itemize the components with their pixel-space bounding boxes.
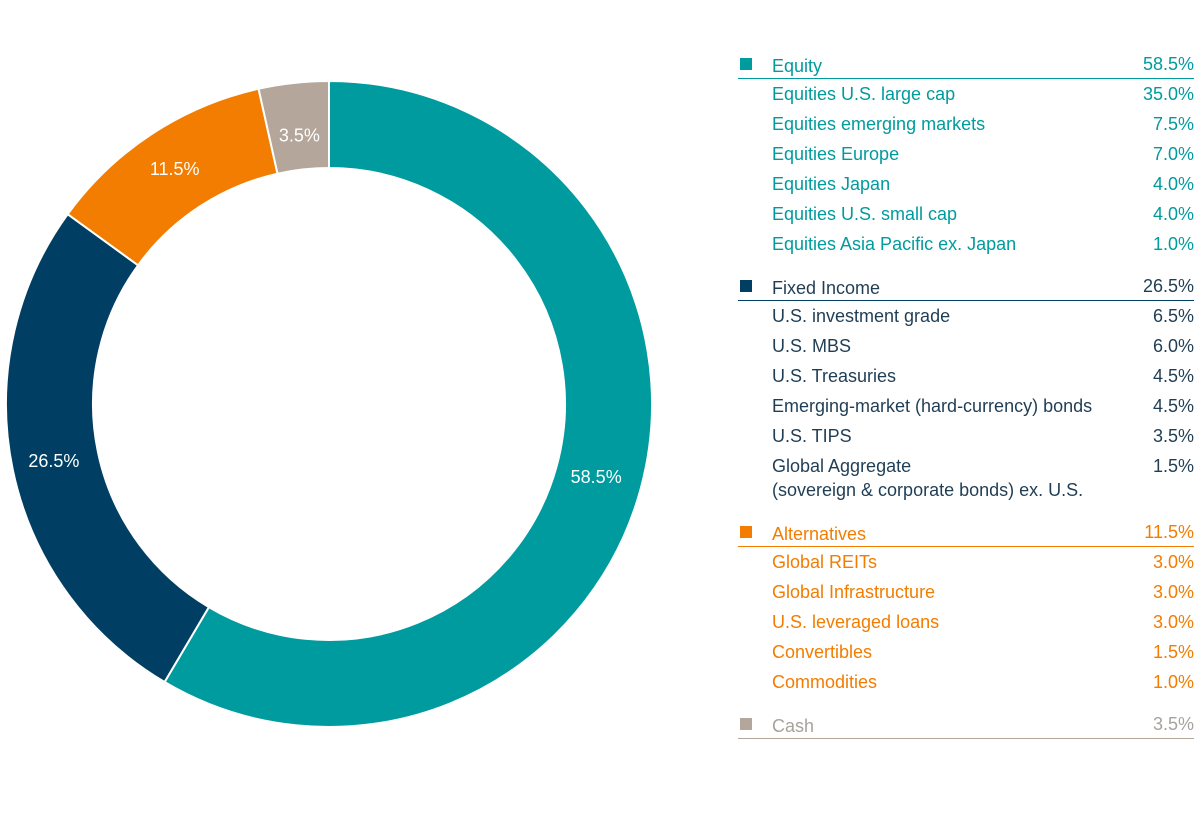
- slice-fixed-income: [5, 212, 211, 684]
- legend-item-value: 4.0%: [1152, 204, 1194, 224]
- legend-item: U.S. investment grade 6.5%: [738, 301, 1194, 331]
- legend-swatch: [740, 526, 752, 538]
- legend-item-label: Equities emerging markets: [772, 114, 986, 134]
- legend-group-value: 26.5%: [1142, 276, 1194, 296]
- legend: Equity 58.5% Equities U.S. large cap 35.0% E…: [738, 50, 1194, 752]
- legend-group-name: Equity: [772, 56, 823, 76]
- legend-group-value: 58.5%: [1142, 54, 1194, 74]
- legend-group-header: Equity 58.5%: [738, 50, 1194, 79]
- legend-group-cash: Cash 3.5%: [738, 710, 1194, 739]
- legend-item: Equities Europe 7.0%: [738, 139, 1194, 169]
- legend-item-value: 35.0%: [1142, 84, 1194, 104]
- legend-item: U.S. leveraged loans 3.0%: [738, 607, 1194, 637]
- legend-item: Convertibles 1.5%: [738, 637, 1194, 667]
- legend-item-value: 3.0%: [1152, 612, 1194, 632]
- legend-item: Equities emerging markets 7.5%: [738, 109, 1194, 139]
- legend-group-header: Alternatives 11.5%: [738, 518, 1194, 547]
- legend-swatch: [740, 280, 752, 292]
- legend-item: Emerging-market (hard-currency) bonds 4.5…: [738, 391, 1194, 421]
- legend-item: U.S. TIPS 3.5%: [738, 421, 1194, 451]
- legend-group-value: 11.5%: [1144, 522, 1194, 542]
- legend-item-label: U.S. investment grade: [772, 306, 951, 326]
- legend-item: Commodities 1.0%: [738, 667, 1194, 697]
- legend-item-label: Equities U.S. small cap: [772, 204, 958, 224]
- slice-equity: [163, 79, 653, 728]
- legend-item-value: 1.0%: [1152, 672, 1194, 692]
- legend-item-label: Global Aggregate (sovereign & corporate …: [772, 456, 1084, 500]
- legend-item-value: 4.0%: [1152, 174, 1194, 194]
- slice-label-fixed-income: 26.5%: [28, 451, 79, 471]
- legend-item-label: U.S. leveraged loans: [772, 612, 940, 632]
- legend-item-label: Global REITs: [772, 552, 878, 572]
- slice-cash: [257, 79, 330, 175]
- legend-item-label: Equities Japan: [772, 174, 891, 194]
- legend-group-alternatives: Alternatives 11.5% Global REITs 3.0% Global …: [738, 518, 1194, 697]
- legend-item-value: 7.5%: [1152, 114, 1194, 134]
- slice-label-alternatives: 11.5%: [150, 159, 200, 179]
- legend-item-label: U.S. MBS: [772, 336, 852, 356]
- legend-item-value: 3.0%: [1152, 582, 1194, 602]
- legend-item-label: Equities Europe: [772, 144, 900, 164]
- legend-item-label: Equities Asia Pacific ex. Japan: [772, 234, 1017, 254]
- slice-label-cash: 3.5%: [279, 126, 320, 146]
- legend-group-header: Fixed Income 26.5%: [738, 272, 1194, 301]
- legend-swatch: [740, 58, 752, 70]
- legend-item-label: U.S. TIPS: [772, 426, 852, 446]
- legend-item-label: Global Infrastructure: [772, 582, 936, 602]
- legend-group-name: Fixed Income: [772, 278, 881, 298]
- legend-item-label: Convertibles: [772, 642, 873, 662]
- legend-item-label: Equities U.S. large cap: [772, 84, 956, 104]
- legend-item: Global REITs 3.0%: [738, 547, 1194, 577]
- legend-item-value: 1.5%: [1152, 642, 1194, 662]
- legend-item: Global Aggregate (sovereign & corporate …: [738, 451, 1194, 505]
- legend-group-value: 3.5%: [1152, 714, 1194, 734]
- legend-item-label: U.S. Treasuries: [772, 366, 897, 386]
- legend-item-value: 4.5%: [1152, 396, 1194, 416]
- legend-item: Equities U.S. large cap 35.0%: [738, 79, 1194, 109]
- legend-item: U.S. MBS 6.0%: [738, 331, 1194, 361]
- legend-item-value: 1.5%: [1152, 456, 1194, 476]
- legend-item-label: Commodities: [772, 672, 878, 692]
- legend-item-value: 6.5%: [1152, 306, 1194, 326]
- legend-item-value: 7.0%: [1152, 144, 1194, 164]
- legend-group-fixed-income: Fixed Income 26.5% U.S. investment grade 6.…: [738, 272, 1194, 505]
- legend-group-name: Alternatives: [772, 524, 867, 544]
- legend-item: Equities U.S. small cap 4.0%: [738, 199, 1194, 229]
- legend-item-label: Emerging-market (hard-currency) bonds: [772, 396, 1093, 416]
- legend-item-value: 1.0%: [1152, 234, 1194, 254]
- legend-group-name: Cash: [772, 716, 815, 736]
- donut-chart: 58.5% 26.5% 11.5% 3.5%: [5, 79, 653, 728]
- legend-item: Equities Japan 4.0%: [738, 169, 1194, 199]
- donut-svg: 58.5% 26.5% 11.5% 3.5%: [5, 79, 653, 728]
- legend-item: U.S. Treasuries 4.5%: [738, 361, 1194, 391]
- slice-label-equity: 58.5%: [571, 467, 622, 487]
- legend-item-value: 3.5%: [1152, 426, 1194, 446]
- legend-item-value: 6.0%: [1152, 336, 1194, 356]
- legend-group-header: Cash 3.5%: [738, 710, 1194, 739]
- legend-swatch: [740, 718, 752, 730]
- legend-item: Global Infrastructure 3.0%: [738, 577, 1194, 607]
- legend-item-value: 4.5%: [1152, 366, 1194, 386]
- legend-group-equity: Equity 58.5% Equities U.S. large cap 35.0% E…: [738, 50, 1194, 259]
- legend-item-value: 3.0%: [1152, 552, 1194, 572]
- legend-item: Equities Asia Pacific ex. Japan 1.0%: [738, 229, 1194, 259]
